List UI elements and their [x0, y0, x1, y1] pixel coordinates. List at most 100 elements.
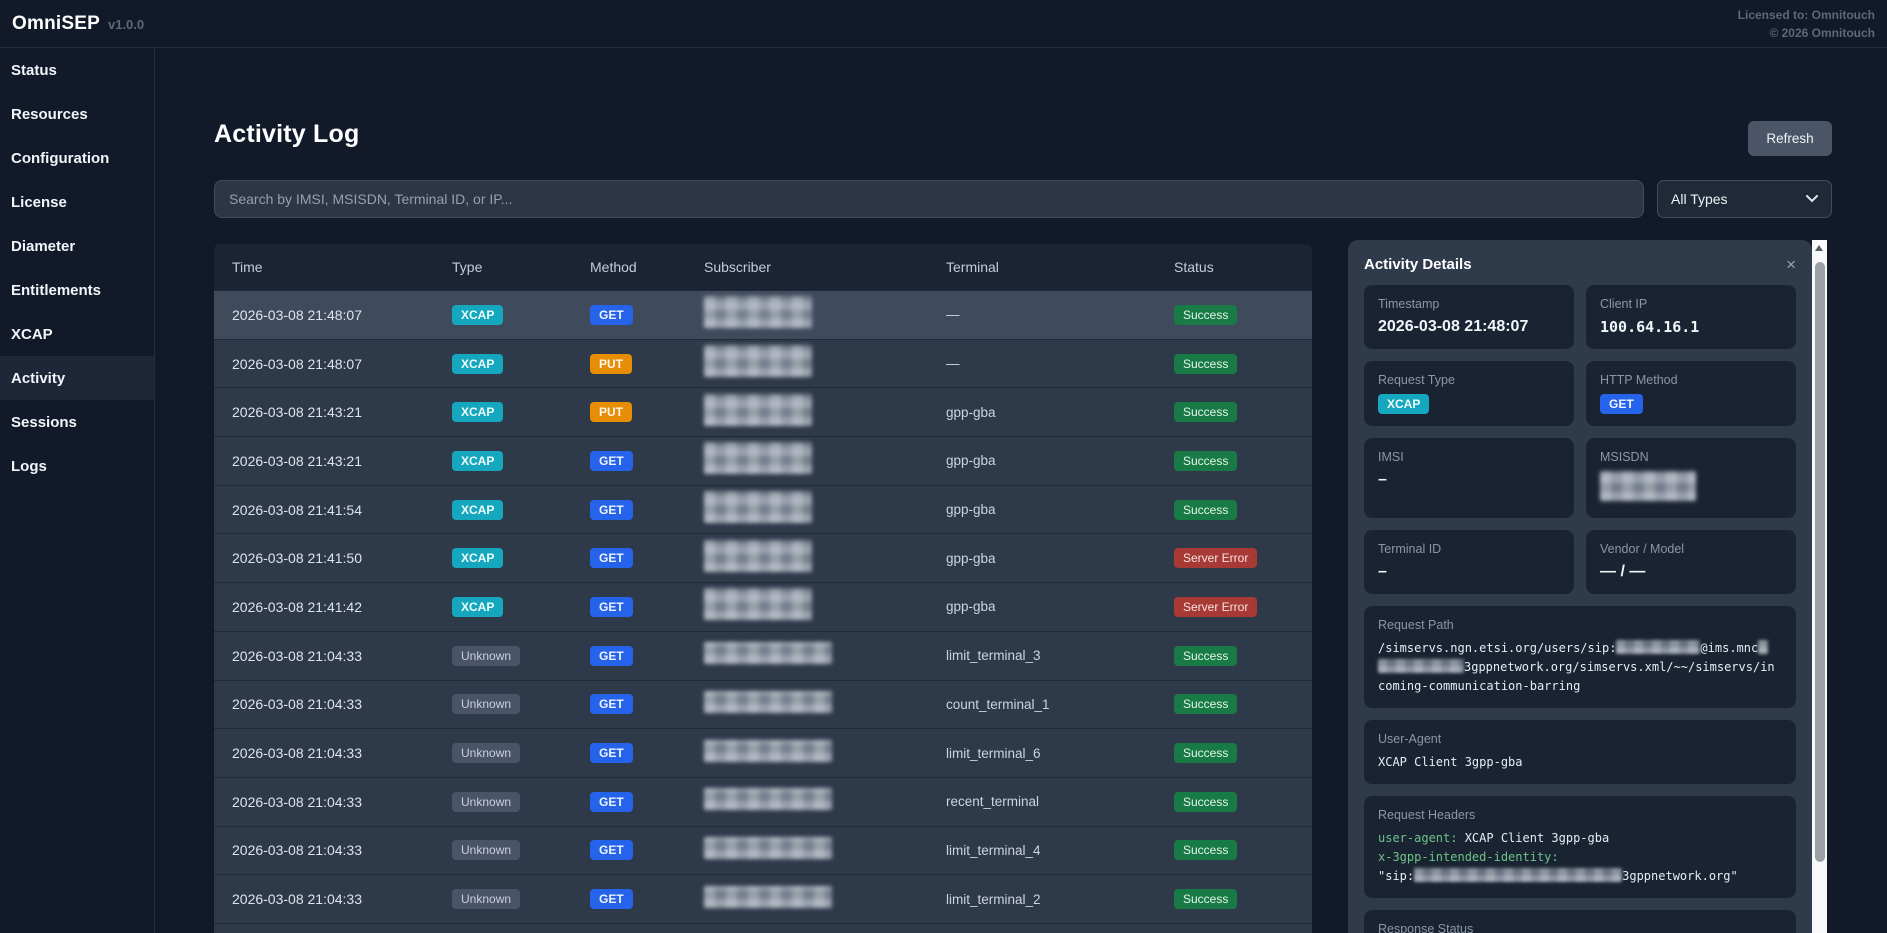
status-badge: Success [1174, 499, 1238, 520]
table-row[interactable]: 2026-03-08 21:04:33 Unknown GET limit_te… [214, 874, 1312, 923]
request-path-value: /simservs.ngn.etsi.org/users/sip: @ims.mn… [1378, 639, 1782, 696]
sidebar: Status Resources Configuration License D… [0, 48, 155, 933]
refresh-button[interactable]: Refresh [1748, 121, 1832, 156]
table-row[interactable]: 2026-03-08 21:43:21 XCAP PUT gpp-gba Suc… [214, 387, 1312, 437]
sidebar-item-label: Configuration [11, 149, 110, 167]
table-row[interactable]: 2026-03-08 21:04:33 Unknown GET count_te… [214, 679, 1312, 729]
text-segment: XCAP Client 3gpp-gba [1457, 831, 1610, 845]
top-bar: OmniSEP v1.0.0 Licensed to: Omnitouch © … [0, 0, 1887, 48]
app-name: OmniSEP [12, 12, 100, 34]
search-input[interactable] [214, 180, 1644, 218]
mono-line: user-agent: XCAP Client 3gpp-gba [1378, 829, 1782, 848]
table-row[interactable]: 2026-03-08 21:04:33 Unknown GET limit_te… [214, 630, 1312, 680]
column-header-method: Method [590, 259, 637, 275]
close-icon[interactable]: × [1786, 255, 1796, 274]
sidebar-item-xcap[interactable]: XCAP [0, 312, 154, 356]
details-header: Activity Details × [1364, 256, 1796, 273]
detail-value: – [1378, 471, 1387, 488]
mono-line: /simservs.ngn.etsi.org/users/sip: @ims.mn… [1378, 639, 1782, 658]
method-badge: PUT [590, 402, 632, 423]
method-badge: GET [590, 645, 633, 666]
response-status-card: Response Status [1364, 910, 1796, 933]
table-row[interactable]: 2026-03-08 21:48:07 XCAP GET — Success [214, 290, 1312, 339]
table-row[interactable]: 2026-03-08 21:43:21 XCAP GET gpp-gba Suc… [214, 436, 1312, 485]
status-badge: Success [1174, 645, 1238, 666]
cell-terminal: limit_terminal_4 [946, 842, 1041, 858]
status-badge: Server Error [1174, 596, 1258, 617]
type-badge: Unknown [452, 840, 521, 861]
cell-terminal: gpp-gba [946, 599, 996, 615]
table-row[interactable]: 2026-03-08 21:41:54 XCAP GET gpp-gba Suc… [214, 484, 1312, 534]
status-badge: Success [1174, 791, 1238, 812]
redacted-segment [1758, 640, 1769, 654]
sidebar-item-activity[interactable]: Activity [0, 356, 154, 400]
detail-value [1600, 471, 1782, 506]
user-agent-label: User-Agent [1378, 732, 1442, 746]
sidebar-item-sessions[interactable]: Sessions [0, 400, 154, 444]
column-header-type: Type [452, 259, 483, 275]
table-row[interactable]: 2026-03-08 21:04:33 Unknown GET recent_t… [214, 776, 1312, 826]
details-scrollbar[interactable] [1812, 240, 1827, 933]
table-row[interactable]: 2026-03-08 21:41:50 XCAP GET gpp-gba Ser… [214, 533, 1312, 583]
text-segment: user-agent: [1378, 831, 1458, 845]
type-badge: XCAP [452, 548, 504, 569]
cell-time: 2026-03-08 21:43:21 [232, 452, 362, 469]
sidebar-item-status[interactable]: Status [0, 48, 154, 92]
details-field-cards: Timestamp 2026-03-08 21:48:07 Client IP … [1364, 285, 1796, 594]
redacted-segment [1414, 868, 1623, 882]
redacted-subscriber [704, 345, 812, 378]
detail-label: Client IP [1600, 297, 1648, 311]
sidebar-item-logs[interactable]: Logs [0, 444, 154, 488]
method-badge: GET [590, 743, 633, 764]
table-row[interactable]: 2026-03-08 21:48:07 XCAP PUT — Success [214, 338, 1312, 388]
detail-value: 100.64.16.1 [1600, 318, 1700, 336]
cell-terminal: limit_terminal_2 [946, 891, 1041, 907]
cell-time: 2026-03-08 21:04:33 [232, 696, 362, 713]
request-headers-value: user-agent: XCAP Client 3gpp-gba x-3gpp-i… [1378, 829, 1782, 886]
table-body: 2026-03-08 21:48:07 XCAP GET — Success 2… [214, 290, 1312, 923]
table-header-row: Time Type Method Subscriber Terminal Status [214, 244, 1312, 290]
redacted-subscriber [704, 588, 812, 621]
column-header-terminal: Terminal [946, 259, 999, 275]
table-row[interactable]: 2026-03-08 21:04:33 Unknown GET limit_te… [214, 728, 1312, 777]
detail-card: MSISDN [1586, 438, 1796, 518]
redacted-subscriber [704, 885, 832, 908]
status-badge: Success [1174, 353, 1238, 374]
method-badge: GET [590, 596, 633, 617]
status-badge: Success [1174, 450, 1238, 471]
user-agent-card: User-Agent XCAP Client 3gpp-gba [1364, 720, 1796, 784]
detail-value: XCAP [1378, 394, 1560, 414]
type-badge: XCAP [452, 402, 504, 423]
sidebar-item-diameter[interactable]: Diameter [0, 224, 154, 268]
detail-card: Terminal ID – [1364, 530, 1574, 594]
mono-line: x-3gpp-intended-identity: [1378, 848, 1782, 867]
sidebar-item-resources[interactable]: Resources [0, 92, 154, 136]
sidebar-item-license[interactable]: License [0, 180, 154, 224]
type-badge: XCAP [452, 353, 504, 374]
cell-terminal: gpp-gba [946, 404, 996, 420]
scrollbar-up-arrow-icon[interactable] [1815, 245, 1823, 251]
table-row[interactable]: 2026-03-08 21:41:42 XCAP GET gpp-gba Ser… [214, 582, 1312, 631]
method-badge: GET [590, 499, 633, 520]
detail-card: Client IP 100.64.16.1 [1586, 285, 1796, 349]
cell-terminal: limit_terminal_6 [946, 745, 1041, 761]
redacted-subscriber [704, 836, 832, 859]
sidebar-item-label: Resources [11, 105, 88, 123]
table-row[interactable]: 2026-03-08 21:04:33 Unknown GET limit_te… [214, 825, 1312, 875]
sidebar-item-entitlements[interactable]: Entitlements [0, 268, 154, 312]
request-path-label: Request Path [1378, 618, 1454, 632]
sidebar-item-label: Sessions [11, 413, 77, 431]
redacted-subscriber [704, 491, 812, 524]
activity-table: Time Type Method Subscriber Terminal Status 2… [214, 244, 1312, 933]
type-filter-value: All Types [1671, 191, 1728, 207]
scrollbar-thumb[interactable] [1814, 262, 1825, 862]
cell-time: 2026-03-08 21:04:33 [232, 745, 362, 762]
type-filter-select[interactable]: All Types [1657, 180, 1832, 218]
type-badge: XCAP [452, 596, 504, 617]
sidebar-item-configuration[interactable]: Configuration [0, 136, 154, 180]
type-badge: Unknown [452, 694, 521, 715]
detail-label: MSISDN [1600, 450, 1649, 464]
column-header-subscriber: Subscriber [704, 259, 771, 275]
cell-terminal: — [946, 307, 960, 323]
detail-card: Request Type XCAP [1364, 361, 1574, 426]
